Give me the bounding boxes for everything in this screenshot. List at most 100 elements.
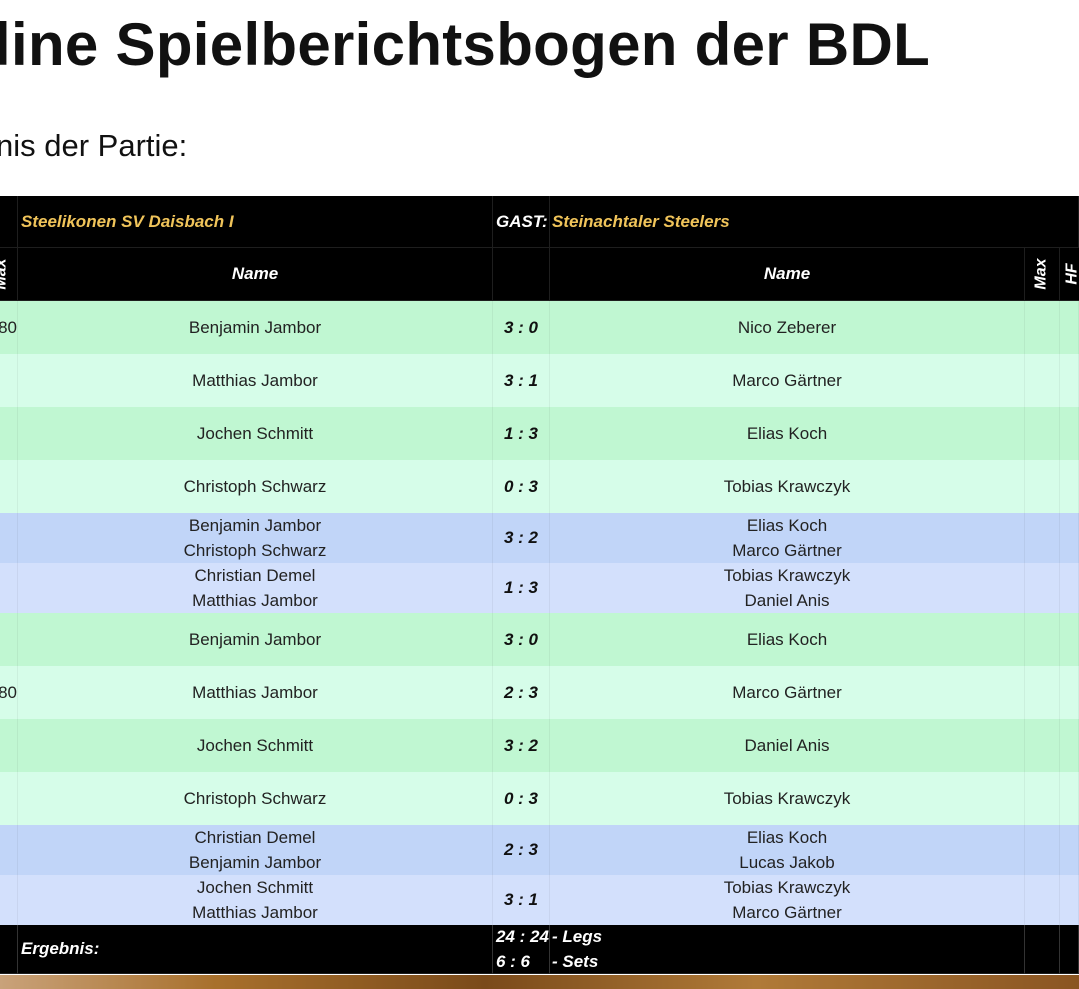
- player-name: Tobias Krawczyk: [723, 566, 851, 585]
- footer-scores: 24 : 24 6 : 6: [493, 925, 550, 974]
- table-cell: [1060, 875, 1079, 925]
- column-label: HF: [1063, 263, 1079, 285]
- table-cell: [1060, 460, 1079, 513]
- table-cell: [1060, 563, 1079, 613]
- column-header: HF: [1060, 248, 1079, 301]
- player-name: Matthias Jambor: [192, 683, 318, 702]
- player-name: Christoph Schwarz: [183, 541, 327, 560]
- player-name: Elias Koch: [746, 516, 828, 535]
- table-cell: 80: [0, 301, 18, 354]
- max-value: 80: [0, 682, 17, 702]
- player-cell: Tobias Krawczyk: [550, 460, 1025, 513]
- player-cell: Matthias Jambor: [18, 354, 493, 407]
- player-name: Elias Koch: [746, 828, 828, 847]
- player-name: Marco Gärtner: [732, 683, 842, 702]
- player-cell: Jochen Schmitt: [18, 407, 493, 460]
- column-label: Max: [0, 258, 10, 290]
- column-label: Max: [1033, 258, 1050, 290]
- result-label: Ergebnis:: [18, 925, 493, 974]
- player-cell: Christian Demel Matthias Jambor: [18, 563, 493, 613]
- player-name: Elias Koch: [746, 424, 828, 443]
- column-header: [493, 248, 550, 301]
- column-header: Max: [1025, 248, 1060, 301]
- player-name: Benjamin Jambor: [188, 516, 322, 535]
- player-cell: Marco Gärtner: [550, 354, 1025, 407]
- player-name: Christoph Schwarz: [183, 477, 327, 496]
- sets-label: - Sets: [552, 952, 599, 971]
- player-name: Benjamin Jambor: [188, 630, 322, 649]
- home-team: Steelikonen SV Daisbach I: [18, 196, 493, 248]
- player-name: Marco Gärtner: [732, 371, 842, 390]
- table-cell: [0, 772, 18, 825]
- table-cell: [1025, 513, 1060, 563]
- player-name: Jochen Schmitt: [196, 736, 314, 755]
- table-cell: [1025, 875, 1060, 925]
- table-cell: [1025, 666, 1060, 719]
- player-name: Matthias Jambor: [192, 903, 318, 922]
- score-cell: 0 : 3: [493, 772, 550, 825]
- legs-label: - Legs: [552, 927, 603, 946]
- table-cell: [1025, 407, 1060, 460]
- table-cell: [0, 825, 18, 875]
- sets-score: 6 : 6: [496, 952, 531, 971]
- player-name: Tobias Krawczyk: [723, 878, 851, 897]
- footer-cell: [0, 925, 18, 974]
- table-cell: [0, 875, 18, 925]
- table-cell: [0, 513, 18, 563]
- table-cell: [1025, 301, 1060, 354]
- player-name: Matthias Jambor: [192, 591, 318, 610]
- table-cell: [1060, 301, 1079, 354]
- player-cell: Christian Demel Benjamin Jambor: [18, 825, 493, 875]
- player-name: Christoph Schwarz: [183, 789, 327, 808]
- table-cell: [1025, 563, 1060, 613]
- table-cell: [0, 719, 18, 772]
- player-cell: Tobias Krawczyk Daniel Anis: [550, 563, 1025, 613]
- table-cell: [1025, 825, 1060, 875]
- player-name: Matthias Jambor: [192, 371, 318, 390]
- player-cell: Marco Gärtner: [550, 666, 1025, 719]
- player-cell: Elias Koch: [550, 407, 1025, 460]
- player-name: Christian Demel: [194, 828, 316, 847]
- player-name: Daniel Anis: [744, 591, 830, 610]
- table-cell: [1060, 407, 1079, 460]
- score-cell: 3 : 2: [493, 719, 550, 772]
- background-image: [0, 975, 1079, 989]
- score-cell: 3 : 0: [493, 301, 550, 354]
- footer-cell: [1060, 925, 1079, 974]
- column-header: Name: [18, 248, 493, 301]
- page-title: line Spielberichtsbogen der BDL: [0, 11, 931, 78]
- player-name: Jochen Schmitt: [196, 878, 314, 897]
- player-cell: Christoph Schwarz: [18, 772, 493, 825]
- player-cell: Benjamin Jambor Christoph Schwarz: [18, 513, 493, 563]
- player-cell: Elias Koch Lucas Jakob: [550, 825, 1025, 875]
- player-cell: Elias Koch Marco Gärtner: [550, 513, 1025, 563]
- table-cell: [0, 460, 18, 513]
- column-header: Max: [0, 248, 18, 301]
- player-name: Christian Demel: [194, 566, 316, 585]
- player-name: Nico Zeberer: [737, 318, 837, 337]
- table-cell: [0, 354, 18, 407]
- player-name: Marco Gärtner: [732, 541, 842, 560]
- score-cell: 1 : 3: [493, 407, 550, 460]
- player-name: Lucas Jakob: [739, 853, 835, 872]
- score-cell: 2 : 3: [493, 666, 550, 719]
- score-cell: 2 : 3: [493, 825, 550, 875]
- table-cell: [1060, 825, 1079, 875]
- table-cell: [1025, 460, 1060, 513]
- table-cell: [1060, 513, 1079, 563]
- table-cell: 80: [0, 666, 18, 719]
- table-cell: [0, 563, 18, 613]
- player-name: Jochen Schmitt: [196, 424, 314, 443]
- score-cell: 3 : 0: [493, 613, 550, 666]
- table-cell: [0, 613, 18, 666]
- table-cell: [1060, 719, 1079, 772]
- player-cell: Jochen Schmitt Matthias Jambor: [18, 875, 493, 925]
- table-cell: [1060, 354, 1079, 407]
- player-name: Marco Gärtner: [732, 903, 842, 922]
- score-cell: 0 : 3: [493, 460, 550, 513]
- player-cell: Nico Zeberer: [550, 301, 1025, 354]
- column-header: Name: [550, 248, 1025, 301]
- footer-cell: [1025, 925, 1060, 974]
- header-cell: [0, 196, 18, 248]
